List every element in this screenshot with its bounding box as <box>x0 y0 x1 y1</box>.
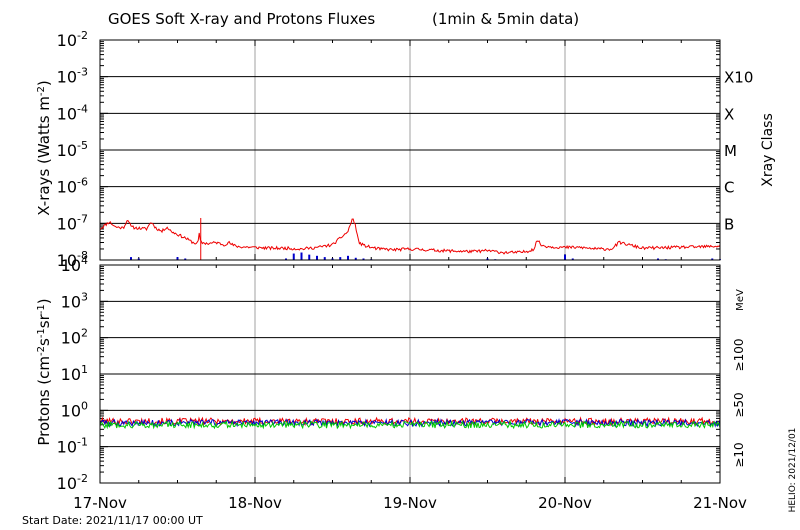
xray-ytick-label: 10-6 <box>57 176 88 197</box>
proton-ylabel-mid2: sr <box>35 313 53 328</box>
xray-class-x: X <box>724 105 734 123</box>
xray-ylabel-base: X-rays (Watts m <box>35 96 53 216</box>
proton-ytick-exp: 1 <box>81 363 88 376</box>
proton-ylabel-mid: s <box>35 338 53 346</box>
xray-ytick-exp: -7 <box>77 212 88 225</box>
proton-ylabel-s3: -1 <box>36 304 47 314</box>
helio-stamp: HELIO: 2021/12/01 <box>788 428 798 513</box>
proton-ytick-label: 100 <box>61 399 88 420</box>
proton-legend-item: ≥10 <box>732 442 746 467</box>
xray-ylabel: X-rays (Watts m-2) <box>35 80 53 215</box>
proton-ytick-base: 10 <box>61 256 81 275</box>
xray-ytick-exp: -4 <box>77 102 88 115</box>
proton-ytick-base: 10 <box>57 438 77 457</box>
x-day-label: 18-Nov <box>228 494 282 512</box>
xray-class-label: Xray Class <box>760 113 776 187</box>
xray-ytick-exp: -8 <box>77 249 88 262</box>
xray-series-long <box>99 218 721 255</box>
xray-ytick-base: 10 <box>57 68 77 87</box>
proton-ylabel-end: ) <box>35 298 53 304</box>
x-axis: 17-Nov 18-Nov 19-Nov 20-Nov 21-Nov <box>73 494 747 512</box>
xray-ytick-base: 10 <box>57 251 77 270</box>
xray-class-b: B <box>724 215 734 233</box>
proton-ytick-label: 10-1 <box>57 436 88 457</box>
xray-ytick-exp: -2 <box>77 29 88 42</box>
proton-legend: MeV ≥100 ≥50 ≥10 <box>732 289 746 468</box>
start-date: Start Date: 2021/11/17 00:00 UT <box>22 514 203 527</box>
xray-frame <box>99 39 721 261</box>
proton-ytick-base: 10 <box>61 365 81 384</box>
xray-ylabel-sup: -2 <box>36 86 47 96</box>
proton-ylabel-s2: -1 <box>36 328 47 338</box>
xray-ytick-base: 10 <box>57 104 77 123</box>
proton-legend-item: ≥50 <box>732 392 746 417</box>
xray-ytick-label: 10-7 <box>57 212 88 233</box>
xray-class-x10: X10 <box>724 69 753 87</box>
xray-ytick-label: 10-3 <box>57 66 88 87</box>
proton-ytick-label: 101 <box>61 363 88 384</box>
proton-ytick-label: 10-2 <box>57 472 88 493</box>
x-day-label: 17-Nov <box>73 494 127 512</box>
proton-ylabel-s1: -2 <box>36 346 47 356</box>
xray-ytick-label: 10-2 <box>57 29 88 50</box>
proton-ytick-base: 10 <box>61 292 81 311</box>
x-day-label: 19-Nov <box>383 494 437 512</box>
proton-ytick-exp: 2 <box>81 327 88 340</box>
proton-ylabel-base: Protons (cm <box>35 356 53 446</box>
xray-ytick-base: 10 <box>57 31 77 50</box>
xray-class-m: M <box>724 142 737 160</box>
proton-frame <box>99 264 721 484</box>
proton-ytick-exp: 3 <box>81 290 88 303</box>
xray-ytick-label: 10-8 <box>57 249 88 270</box>
x-day-label: 21-Nov <box>693 494 747 512</box>
chart-title: GOES Soft X-ray and Protons Fluxes <box>108 10 375 28</box>
proton-ytick-exp: -1 <box>77 436 88 449</box>
xray-ytick-exp: -3 <box>77 66 88 79</box>
proton-ytick-exp: 0 <box>81 399 88 412</box>
proton-ytick-label: 102 <box>61 327 88 348</box>
proton-ytick-base: 10 <box>61 401 81 420</box>
proton-ytick-base: 10 <box>57 474 77 493</box>
proton-series-ge100 <box>99 419 721 430</box>
proton-ytick-base: 10 <box>61 329 81 348</box>
proton-series-ge50 <box>99 417 721 428</box>
proton-legend-item: MeV <box>735 289 746 311</box>
xray-ytick-exp: -6 <box>77 176 88 189</box>
xray-class-c: C <box>724 179 734 197</box>
xray-ytick-exp: -5 <box>77 139 88 152</box>
proton-ytick-label: 104 <box>61 254 88 275</box>
proton-ytick-label: 103 <box>61 290 88 311</box>
proton-ytick-exp: 4 <box>81 254 88 267</box>
xray-ytick-label: 10-5 <box>57 139 88 160</box>
proton-ylabel: Protons (cm-2s-1sr-1) <box>35 298 53 445</box>
proton-ytick-exp: -2 <box>77 472 88 485</box>
xray-ytick-base: 10 <box>57 141 77 160</box>
xray-ylabel-end: ) <box>35 80 53 86</box>
proton-legend-item: ≥100 <box>732 339 746 372</box>
xray-ytick-base: 10 <box>57 178 77 197</box>
x-day-label: 20-Nov <box>538 494 592 512</box>
xray-ytick-label: 10-4 <box>57 102 88 123</box>
xray-ytick-base: 10 <box>57 214 77 233</box>
chart-subtitle: (1min & 5min data) <box>432 10 579 28</box>
